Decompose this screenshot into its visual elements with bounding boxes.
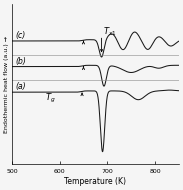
Text: (b): (b) — [15, 57, 26, 66]
Text: $T_g$: $T_g$ — [45, 92, 56, 105]
Text: (c): (c) — [15, 31, 26, 40]
Text: (a): (a) — [15, 82, 26, 91]
Text: $T_{x1}$: $T_{x1}$ — [104, 26, 117, 38]
Y-axis label: Endothermic heat flow (a.u.) →: Endothermic heat flow (a.u.) → — [4, 36, 9, 133]
X-axis label: Temperature (K): Temperature (K) — [64, 177, 126, 186]
